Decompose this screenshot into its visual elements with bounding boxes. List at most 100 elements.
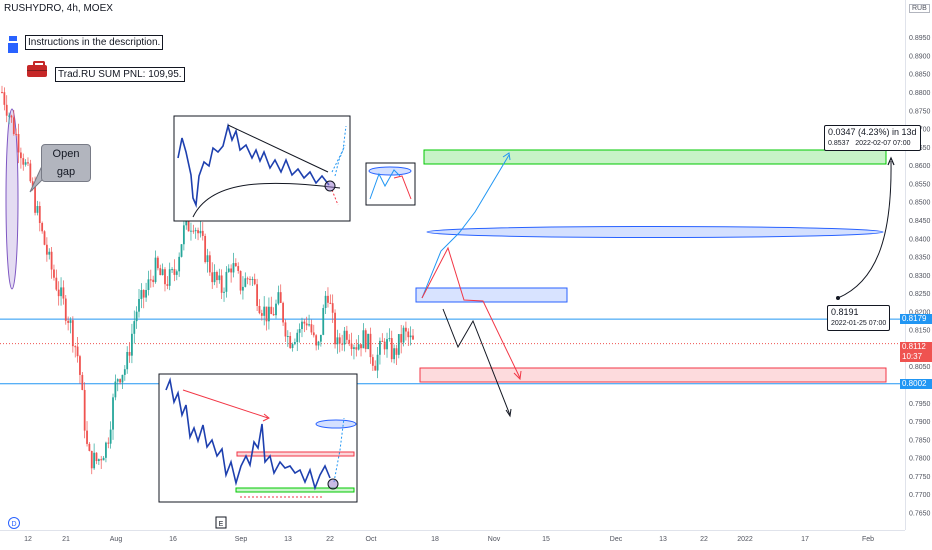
candle-body bbox=[164, 269, 166, 285]
resistance-zone[interactable] bbox=[415, 287, 568, 303]
candle-body bbox=[412, 335, 414, 340]
candle-body bbox=[199, 230, 202, 234]
candle-body bbox=[369, 333, 372, 358]
candle-body bbox=[187, 219, 190, 232]
candle-body bbox=[126, 351, 129, 370]
time-tick-label: 13 bbox=[284, 536, 292, 543]
candle-body bbox=[319, 334, 322, 342]
time-tick-label: 12 bbox=[24, 536, 32, 543]
candle-body bbox=[395, 348, 398, 355]
candle-body bbox=[305, 323, 308, 326]
candle-body bbox=[371, 357, 374, 366]
lower-level-tag[interactable]: 0.8002 bbox=[900, 378, 932, 389]
candle-body bbox=[3, 92, 6, 105]
candle-body bbox=[17, 134, 20, 153]
bear-path[interactable] bbox=[421, 246, 521, 379]
open-gap-callout[interactable]: Open gap bbox=[41, 144, 91, 182]
candle-body bbox=[362, 330, 365, 349]
candle-body bbox=[244, 278, 247, 287]
candle-body bbox=[296, 332, 299, 343]
candle-body bbox=[112, 397, 114, 430]
current-price-tag[interactable]: 0.8112 10:37 bbox=[900, 341, 932, 362]
candle-body bbox=[119, 379, 122, 383]
candle-body bbox=[336, 337, 339, 345]
price-tick-label: 0.8200 bbox=[909, 309, 931, 316]
candle-body bbox=[390, 338, 393, 360]
candle-body bbox=[19, 152, 22, 159]
time-tick-label: Aug bbox=[110, 536, 123, 543]
candle-body bbox=[308, 324, 310, 326]
candle-body bbox=[185, 219, 188, 226]
support-zone[interactable] bbox=[419, 367, 887, 383]
candle-body bbox=[350, 343, 353, 349]
candle-body bbox=[204, 235, 207, 263]
target-zone[interactable] bbox=[423, 149, 887, 165]
time-tick-label: Dec bbox=[610, 536, 623, 543]
candle-body bbox=[253, 279, 256, 285]
candle-body bbox=[206, 255, 209, 263]
measure-label-top[interactable]: 0.0347 (4.23%) in 13d 0.8537 2022-02-07 … bbox=[824, 125, 921, 151]
candle-body bbox=[154, 257, 157, 283]
briefcase-icon[interactable] bbox=[27, 61, 47, 77]
candle-body bbox=[223, 291, 225, 293]
candle-body bbox=[220, 275, 223, 293]
upper-level-tag[interactable]: 0.8179 bbox=[900, 314, 932, 325]
price-tick-label: 0.7850 bbox=[909, 437, 931, 444]
candle-body bbox=[239, 270, 242, 291]
candle-body bbox=[55, 277, 58, 290]
candle-body bbox=[407, 331, 410, 338]
target-ellipse[interactable] bbox=[426, 226, 884, 238]
current-price-value: 0.8112 bbox=[902, 341, 926, 351]
candle-body bbox=[331, 303, 334, 313]
measure-start-price: 0.8191 bbox=[831, 307, 859, 317]
candle-body bbox=[97, 459, 100, 462]
candle-body bbox=[265, 306, 268, 322]
measure-start-point[interactable] bbox=[836, 296, 840, 300]
candle-body bbox=[400, 334, 403, 343]
price-tick-label: 0.7800 bbox=[909, 456, 931, 463]
time-scale[interactable]: 12 21 Aug 16 Sep 13 22 Oct 18 Nov 15 Dec 13 22 2022 17 F… bbox=[24, 536, 874, 543]
measure-label-bottom[interactable]: 0.8191 2022-01-25 07:00 bbox=[827, 305, 891, 331]
dividend-marker-label[interactable]: D bbox=[11, 521, 16, 528]
candle-body bbox=[405, 327, 407, 332]
candle-body bbox=[43, 231, 46, 245]
measure-arc[interactable] bbox=[837, 160, 892, 299]
time-tick-label: 2022 bbox=[737, 536, 753, 543]
bull-path[interactable] bbox=[421, 154, 510, 299]
candle-body bbox=[128, 351, 131, 356]
candle-body bbox=[383, 341, 386, 350]
price-tick-label: 0.8550 bbox=[909, 181, 931, 188]
candle-body bbox=[367, 333, 370, 350]
candle-body bbox=[123, 369, 126, 375]
instructions-note[interactable]: Instructions in the description. bbox=[25, 35, 164, 50]
price-scale[interactable]: 0.89500.89000.88500.88000.87500.87000.86… bbox=[909, 35, 931, 517]
candle-body bbox=[388, 338, 391, 340]
price-tick-label: 0.7700 bbox=[909, 492, 931, 499]
candle-body bbox=[376, 354, 379, 371]
candle-body bbox=[34, 186, 36, 213]
candle-body bbox=[256, 284, 259, 306]
candle-body bbox=[334, 312, 336, 345]
candle-body bbox=[81, 374, 84, 390]
candle-body bbox=[10, 115, 13, 118]
candle-body bbox=[190, 230, 192, 232]
earnings-marker-label[interactable]: E bbox=[219, 521, 224, 528]
pnl-note[interactable]: Trad.RU SUM PNL: 109,95. bbox=[55, 67, 185, 82]
candle-body bbox=[131, 333, 133, 356]
candle-body bbox=[298, 329, 301, 333]
candle-body bbox=[140, 290, 143, 299]
deep-bear-path[interactable] bbox=[442, 308, 511, 416]
candle-body bbox=[29, 163, 32, 182]
candle-body bbox=[90, 450, 93, 469]
candle-body bbox=[270, 306, 273, 315]
currency-label[interactable]: RUB bbox=[909, 4, 930, 13]
gap-ellipse[interactable] bbox=[5, 108, 19, 290]
candle-body bbox=[312, 332, 315, 336]
bottom-markers bbox=[8, 516, 227, 529]
pattern-inset-range bbox=[158, 373, 358, 503]
symbol-header[interactable]: RUSHYDRO, 4h, MOEX bbox=[4, 3, 113, 14]
candle-body bbox=[79, 356, 81, 375]
info-icon[interactable] bbox=[8, 36, 18, 53]
price-tick-label: 0.8050 bbox=[909, 364, 931, 371]
